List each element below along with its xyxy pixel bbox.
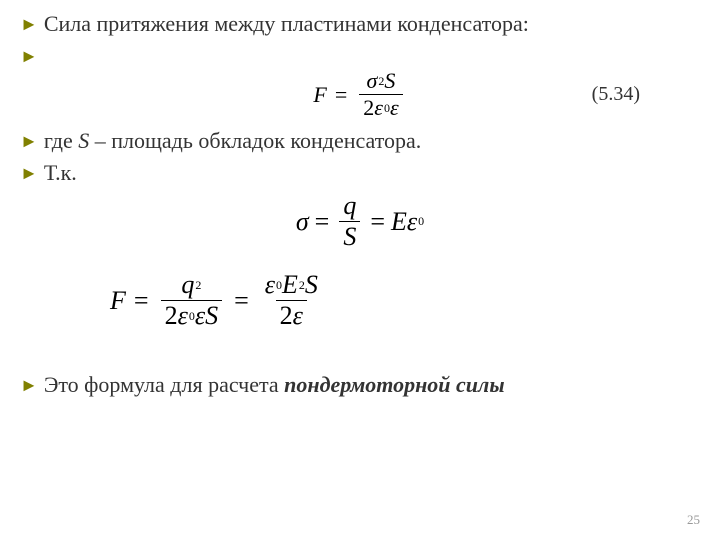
f1-den: 2ε0ε xyxy=(359,94,402,121)
f2-den: S xyxy=(339,221,360,252)
f3-d2-eps: ε xyxy=(293,301,303,331)
f1-frac: σ2S 2ε0ε xyxy=(359,68,402,121)
f1-lhs: F xyxy=(313,82,326,108)
f3-n2-E: E xyxy=(282,270,298,300)
bullet-line-4: ► Т.к. xyxy=(20,159,700,187)
formula-2: σ = q S = Eε0 xyxy=(296,191,424,252)
f3-d1-eps0: ε xyxy=(178,301,188,331)
f2-eps: ε xyxy=(407,207,417,237)
page-number: 25 xyxy=(687,512,700,528)
bullet-icon: ► xyxy=(20,371,38,399)
f2-eq2: = xyxy=(370,207,385,237)
bullet-line-3: ► где S – площадь обкладок конденсатора. xyxy=(20,127,700,155)
f3-d1-S: S xyxy=(205,301,218,331)
f3-q: q xyxy=(181,270,194,300)
f3-n2-eps0: ε xyxy=(265,270,275,300)
bullet-line-1: ► Сила притяжения между пластинами конде… xyxy=(20,10,700,38)
f3-n2-S: S xyxy=(305,270,318,300)
f3-num2: ε0E2S xyxy=(261,270,322,300)
f1-eps0: ε xyxy=(374,95,383,121)
bullet-icon: ► xyxy=(20,42,38,70)
formula-1: F = σ2S 2ε0ε xyxy=(313,68,406,121)
f3-den1: 2ε0εS xyxy=(161,300,223,331)
f3-d2-2: 2 xyxy=(280,301,293,331)
bullet-line-2: ► xyxy=(20,42,700,70)
f2-eps-sub: 0 xyxy=(418,214,424,229)
f1-eq: = xyxy=(335,82,347,108)
bullet-icon: ► xyxy=(20,127,38,155)
f1-S: S xyxy=(384,68,395,94)
bullet-icon: ► xyxy=(20,10,38,38)
formula-3-row: F = q2 2ε0εS = ε0E2S 2ε xyxy=(20,270,700,331)
f2-frac: q S xyxy=(339,191,360,252)
f3-d1-2: 2 xyxy=(165,301,178,331)
f3-frac1: q2 2ε0εS xyxy=(161,270,223,331)
line5-bold: пондермоторной силы xyxy=(284,372,504,397)
line5-prefix: Это формула для расчета xyxy=(44,372,284,397)
text-line-3: где S – площадь обкладок конденсатора. xyxy=(44,127,421,155)
formula-2-row: σ = q S = Eε0 xyxy=(20,191,700,252)
equation-number: (5.34) xyxy=(592,83,640,106)
f3-den2: 2ε xyxy=(276,300,307,331)
f3-q-sup: 2 xyxy=(195,278,201,293)
f1-num: σ2S xyxy=(363,68,400,94)
text-line-4: Т.к. xyxy=(44,159,77,187)
f3-eq1: = xyxy=(134,286,149,316)
bullet-line-5: ► Это формула для расчета пондермоторной… xyxy=(20,371,700,399)
text-line-1: Сила притяжения между пластинами конденс… xyxy=(44,10,529,38)
f1-sigma: σ xyxy=(367,68,378,94)
f2-q: q xyxy=(343,191,356,221)
formula-3: F = q2 2ε0εS = ε0E2S 2ε xyxy=(110,270,326,331)
text-line-5: Это формула для расчета пондермоторной с… xyxy=(44,371,505,399)
f3-eq2: = xyxy=(234,286,249,316)
formula-1-row: F = σ2S 2ε0ε (5.34) xyxy=(20,68,700,121)
f2-sigma: σ xyxy=(296,207,309,237)
f3-d1-eps: ε xyxy=(195,301,205,331)
f3-F: F xyxy=(110,286,126,316)
f2-num: q xyxy=(339,191,360,221)
f2-E: E xyxy=(391,207,407,237)
f2-S: S xyxy=(343,222,356,252)
f1-d2: 2 xyxy=(363,95,374,121)
bullet-icon: ► xyxy=(20,159,38,187)
f2-eq1: = xyxy=(315,207,330,237)
f1-eps: ε xyxy=(390,95,399,121)
f3-frac2: ε0E2S 2ε xyxy=(261,270,322,331)
f3-num1: q2 xyxy=(177,270,205,300)
